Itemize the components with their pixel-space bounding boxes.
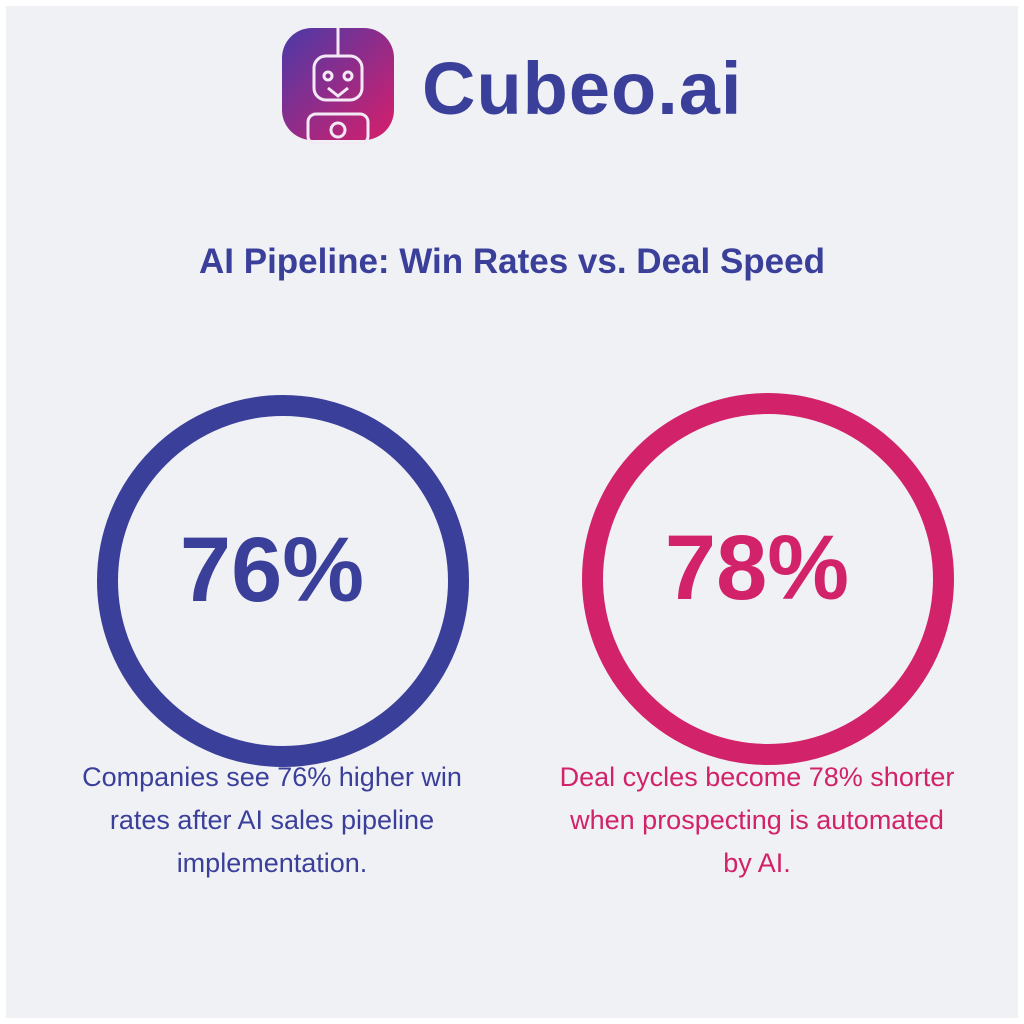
stat-value: 78%: [664, 517, 850, 619]
logo-icon: [282, 28, 394, 144]
stat-description: Deal cycles become 78% shorter when pros…: [559, 762, 955, 878]
stat-value: 76%: [179, 519, 365, 621]
title: AI Pipeline: Win Rates vs. Deal Speed: [199, 242, 825, 281]
infographic: Cubeo.ai AI Pipeline: Win Rates vs. Deal…: [6, 6, 1018, 1018]
stat-description: Companies see 76% higher win rates after…: [82, 762, 462, 878]
brand-name: Cubeo.ai: [422, 47, 743, 130]
